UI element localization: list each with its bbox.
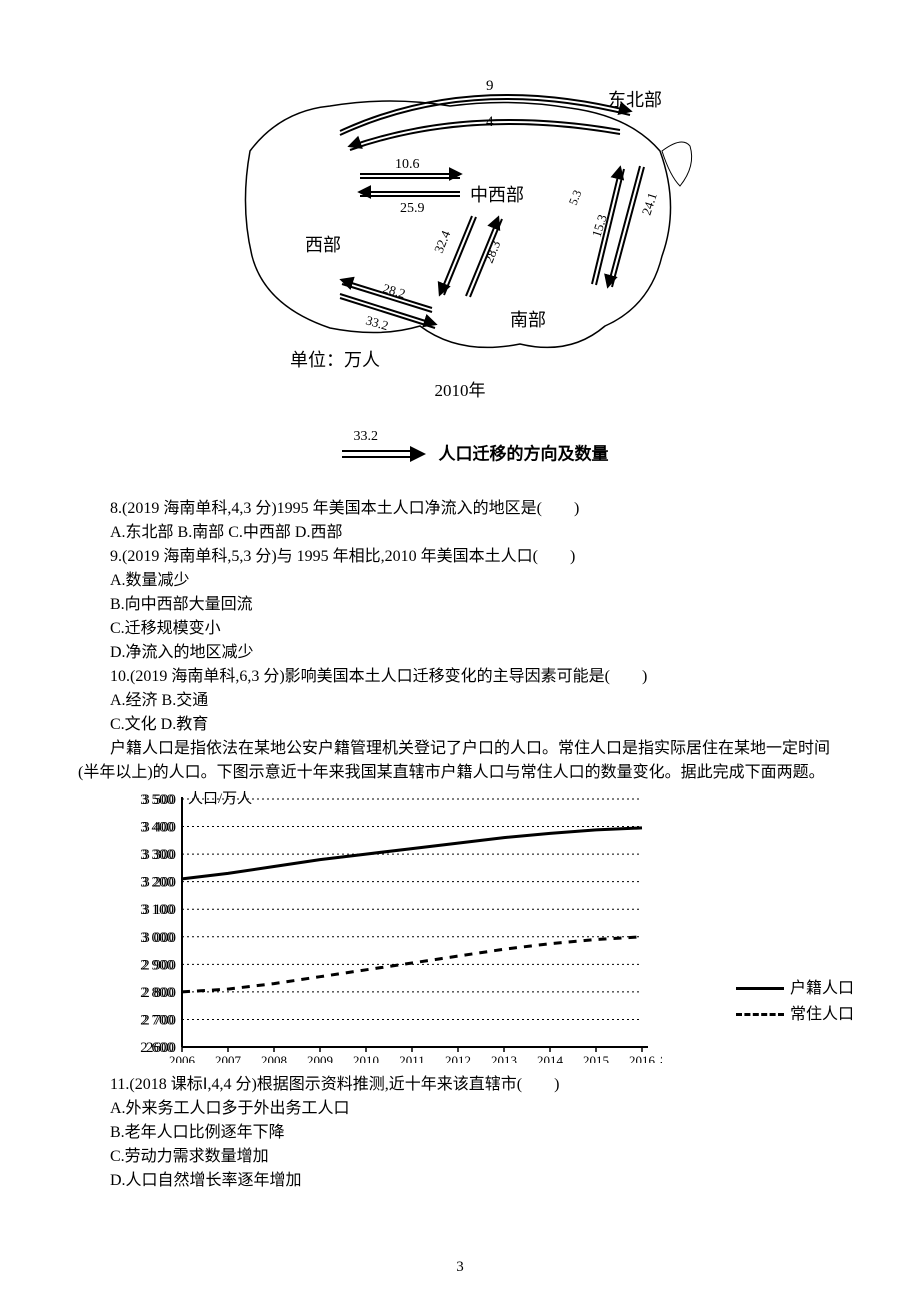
flow-s-ne: 15.3 [589, 213, 610, 239]
legend-arrow-value: 33.2 [354, 426, 379, 447]
legend-solid-swatch [736, 987, 784, 990]
region-south-label: 南部 [510, 310, 546, 330]
svg-text:2014: 2014 [537, 1053, 564, 1063]
region-midwest-label: 中西部 [470, 185, 524, 205]
legend-huji: 户籍人口 [790, 977, 854, 1001]
map-legend: 33.2 人口迁移的方向及数量 [78, 440, 842, 467]
q9-opt-d: D.净流入的地区减少 [78, 641, 842, 665]
svg-text:3 200: 3 200 [140, 875, 174, 891]
q8-stem: 8.(2019 海南单科,4,3 分)1995 年美国本土人口净流入的地区是( … [78, 497, 842, 521]
map-unit-label: 单位：万人 [290, 350, 380, 370]
q11-opt-a: A.外来务工人口多于外出务工人口 [78, 1097, 842, 1121]
q9-stem: 9.(2019 海南单科,5,3 分)与 1995 年相比,2010 年美国本土… [78, 545, 842, 569]
svg-text:2007: 2007 [215, 1053, 242, 1063]
svg-text:2009: 2009 [307, 1053, 333, 1063]
q10-stem: 10.(2019 海南单科,6,3 分)影响美国本土人口迁移变化的主导因素可能是… [78, 665, 842, 689]
flow-ne-w: 4 [486, 114, 494, 130]
population-line-chart: 人口/万人3 5003 4003 3003 2003 1003 0002 900… [122, 791, 662, 1063]
page-number: 3 [0, 1256, 920, 1279]
svg-text:2013: 2013 [491, 1053, 517, 1063]
svg-text:2010: 2010 [353, 1053, 379, 1063]
q9-opt-c: C.迁移规模变小 [78, 617, 842, 641]
svg-text:3 300: 3 300 [140, 847, 174, 863]
map-year-label: 2010年 [435, 381, 486, 400]
flow-mw-ne: 5.3 [566, 188, 585, 207]
flow-mw-s: 32.4 [431, 228, 454, 255]
legend-changzhu: 常住人口 [790, 1003, 854, 1027]
q10-line2: C.文化 D.教育 [78, 713, 842, 737]
svg-text:2 600: 2 600 [140, 1040, 174, 1056]
flow-s-mw: 28.3 [481, 238, 503, 265]
svg-text:2 800: 2 800 [140, 985, 174, 1001]
svg-text:2 700: 2 700 [140, 1012, 174, 1028]
svg-text:3 100: 3 100 [140, 902, 174, 918]
passage-text: 户籍人口是指依法在某地公安户籍管理机关登记了户口的人口。常住人口是指实际居住在某… [78, 737, 842, 785]
q9-opt-a: A.数量减少 [78, 569, 842, 593]
flow-ne-s: 24.1 [639, 191, 660, 217]
flow-w-s: 33.2 [364, 312, 390, 333]
legend-text: 人口迁移的方向及数量 [439, 444, 609, 463]
legend-dash-swatch [736, 1013, 784, 1016]
svg-text:3 000: 3 000 [140, 930, 174, 946]
q11-opt-d: D.人口自然增长率逐年增加 [78, 1169, 842, 1193]
flow-w-ne: 9 [486, 78, 494, 94]
region-west-label: 西部 [305, 235, 341, 255]
svg-text:2008: 2008 [261, 1053, 287, 1063]
svg-text:2016: 2016 [629, 1053, 656, 1063]
svg-text:2015: 2015 [583, 1053, 609, 1063]
chart-legend: 户籍人口 常住人口 [736, 977, 854, 1029]
flow-mw-w: 25.9 [400, 201, 425, 216]
q9-opt-b: B.向中西部大量回流 [78, 593, 842, 617]
svg-text:年: 年 [660, 1053, 662, 1063]
q8-options: A.东北部 B.南部 C.中西部 D.西部 [78, 521, 842, 545]
svg-text:2 900: 2 900 [140, 957, 174, 973]
svg-text:2011: 2011 [399, 1053, 425, 1063]
q11-opt-b: B.老年人口比例逐年下降 [78, 1121, 842, 1145]
q11-stem: 11.(2018 课标Ⅰ,4,4 分)根据图示资料推测,近十年来该直辖市( ) [78, 1073, 842, 1097]
q10-line1: A.经济 B.交通 [78, 689, 842, 713]
svg-text:2012: 2012 [445, 1053, 471, 1063]
flow-w-mw: 10.6 [395, 157, 420, 172]
svg-text:3 500: 3 500 [140, 792, 174, 808]
us-migration-map-2010: 西部 中西部 东北部 南部 单位：万人 9 4 10.6 25.9 32.4 2… [210, 56, 710, 376]
q11-opt-c: C.劳动力需求数量增加 [78, 1145, 842, 1169]
svg-text:3 400: 3 400 [140, 819, 174, 835]
